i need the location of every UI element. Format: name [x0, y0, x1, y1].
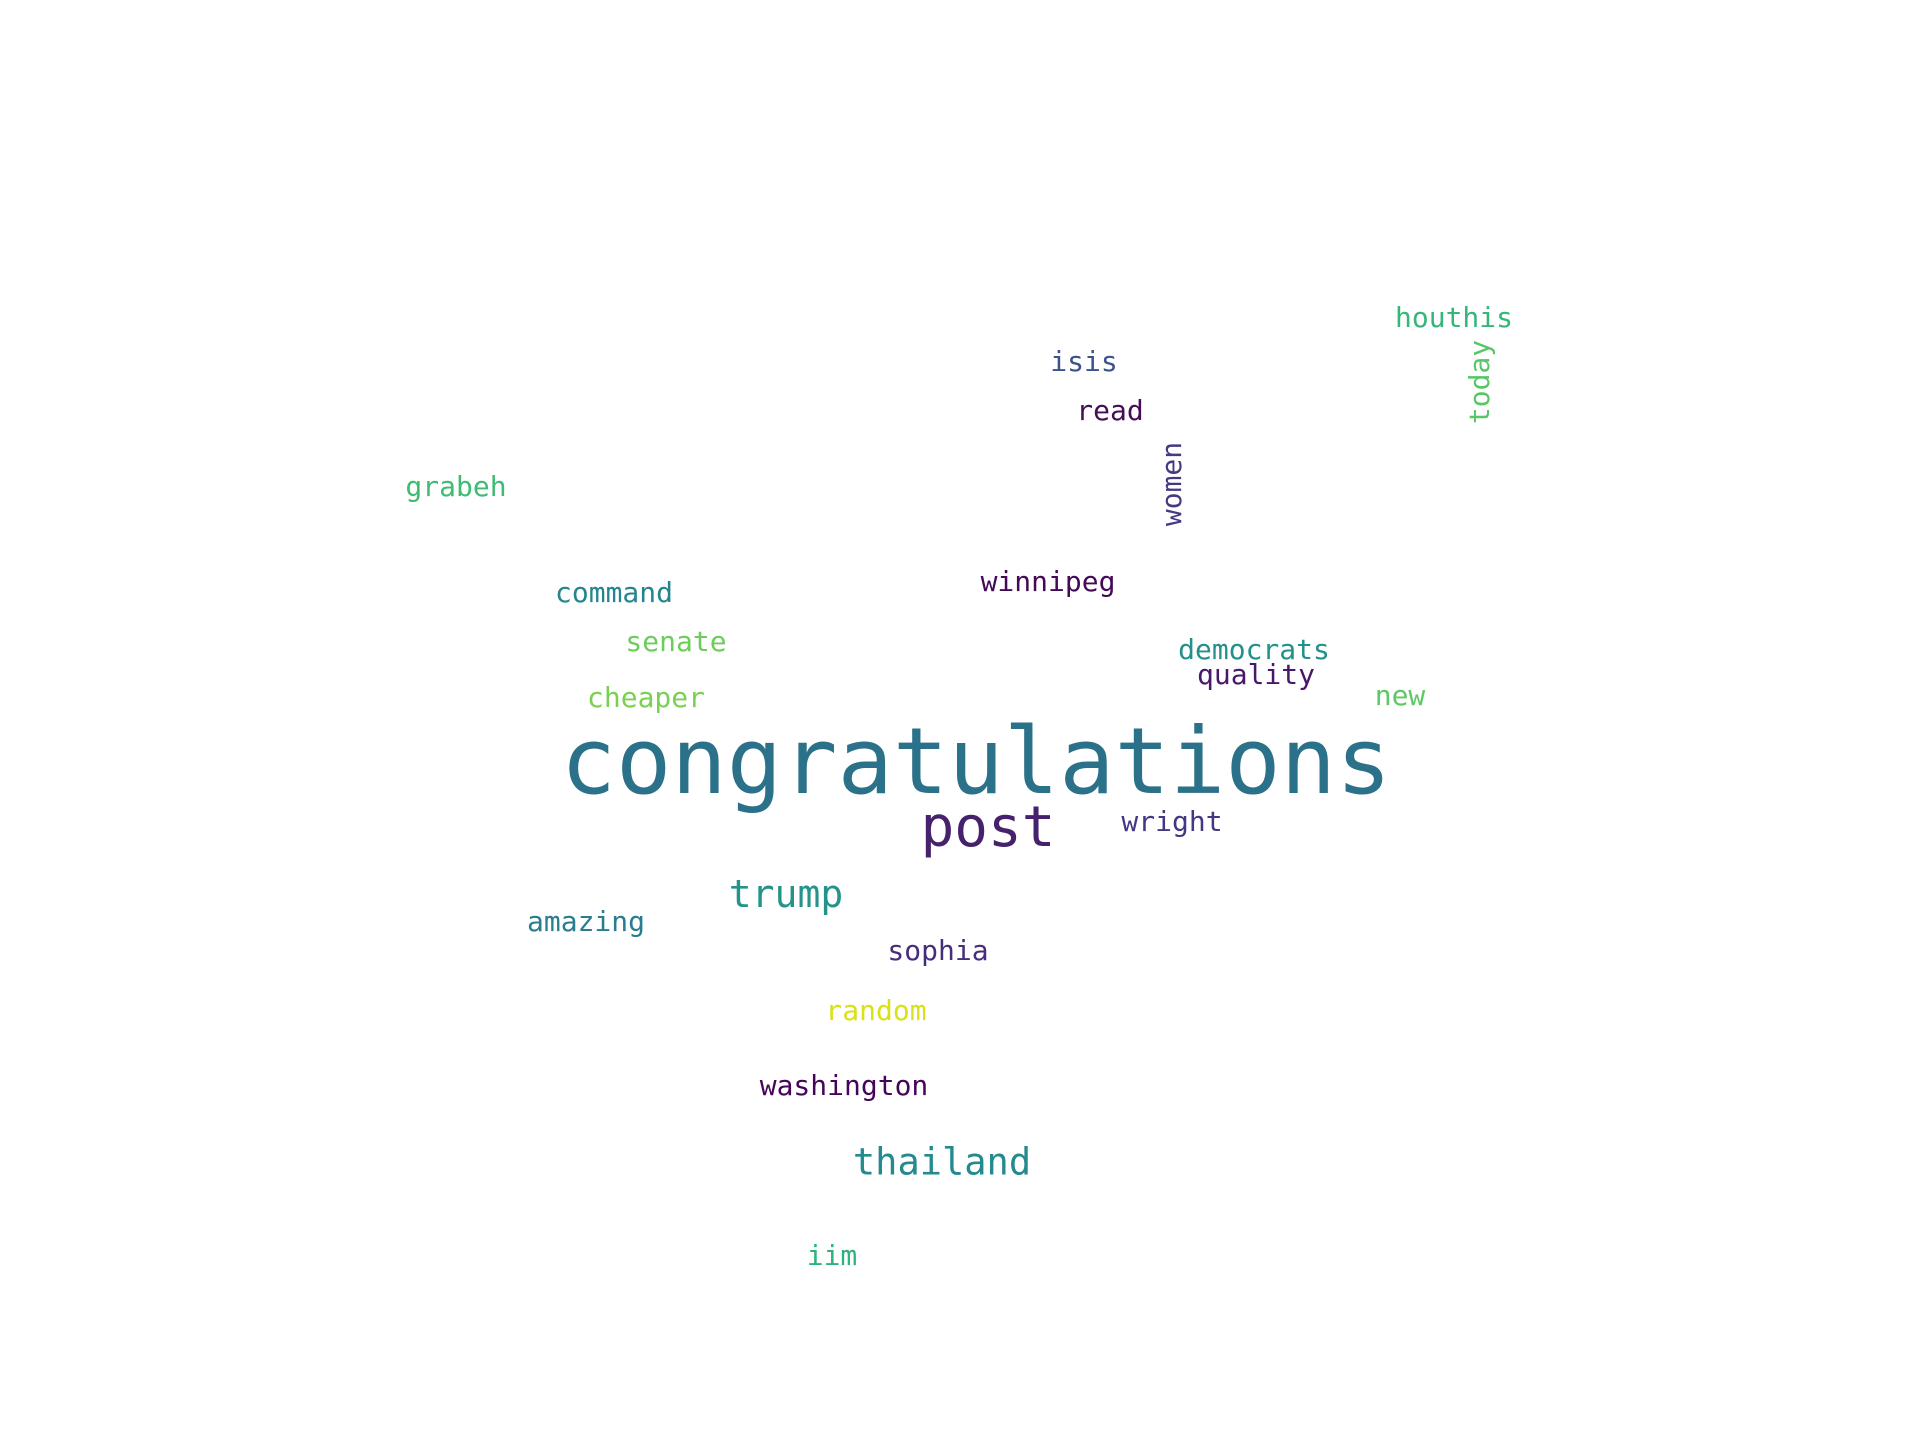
- word-read: read: [1076, 394, 1144, 427]
- word-grabeh: grabeh: [405, 470, 507, 503]
- word-houthis: houthis: [1394, 301, 1514, 334]
- word-congratulations: congratulations: [560, 708, 1392, 815]
- word-new: new: [1374, 679, 1426, 712]
- word-sophia: sophia: [887, 934, 989, 967]
- word-random: random: [825, 994, 927, 1027]
- word-command: command: [554, 576, 674, 609]
- word-post: post: [920, 795, 1056, 860]
- word-wright: wright: [1121, 805, 1223, 838]
- word-winnipeg: winnipeg: [980, 565, 1116, 598]
- word-washington: washington: [759, 1069, 929, 1102]
- word-senate: senate: [625, 625, 727, 658]
- word-thailand: thailand: [852, 1140, 1032, 1184]
- word-cheaper: cheaper: [586, 681, 706, 714]
- word-isis: isis: [1050, 345, 1118, 378]
- word-women: women: [1155, 441, 1188, 527]
- word-trump: trump: [728, 872, 844, 916]
- word-democrats: democrats: [1178, 633, 1330, 666]
- word-amazing: amazing: [526, 905, 646, 938]
- word-today: today: [1463, 339, 1496, 425]
- word-iim: iim: [806, 1239, 858, 1272]
- word-quality: quality: [1196, 658, 1316, 691]
